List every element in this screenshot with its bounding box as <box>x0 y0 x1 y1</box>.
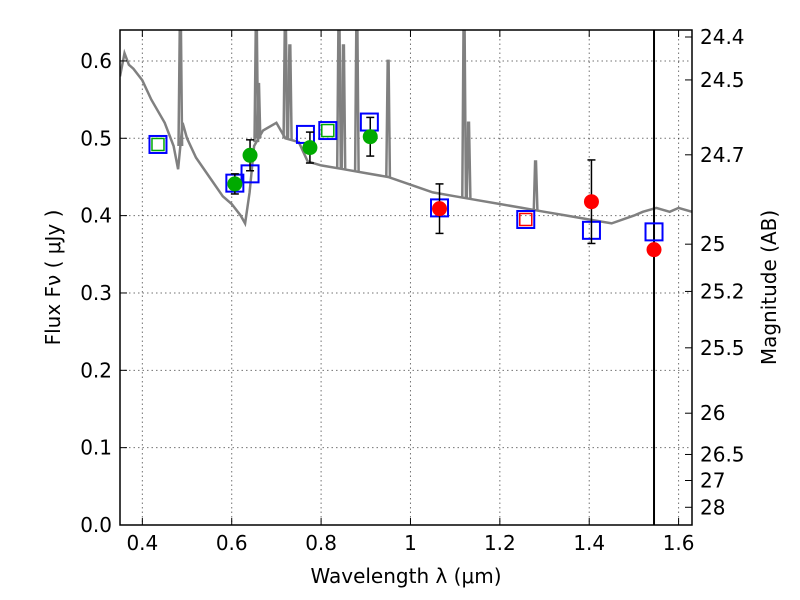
y-tick-label: 0.3 <box>80 281 112 305</box>
emission-line-spike <box>286 44 293 140</box>
x-tick-label: 1 <box>404 531 417 555</box>
mag-tick-label: 26 <box>700 401 725 425</box>
mag-tick-label: 25.5 <box>700 336 745 360</box>
y-tick-label: 0.0 <box>80 513 112 537</box>
emission-line-spike <box>461 30 468 198</box>
emission-line-spike <box>532 160 539 211</box>
emission-line-spike <box>335 30 343 169</box>
y-tick-label: 0.5 <box>80 126 112 150</box>
plot-content <box>120 30 692 525</box>
mag-tick-label: 28 <box>700 495 725 519</box>
y-tick-label: 0.6 <box>80 49 112 73</box>
emission-line-spike <box>340 44 347 170</box>
x-tick-label: 0.4 <box>126 531 158 555</box>
x-axis-title: Wavelength λ (μm) <box>310 564 501 588</box>
x-tick-label: 1.2 <box>484 531 516 555</box>
y-tick-label: 0.2 <box>80 358 112 382</box>
x-tick-label: 1.6 <box>663 531 695 555</box>
x-tick-label: 0.6 <box>216 531 248 555</box>
inner-red-box <box>519 212 533 227</box>
y-axis-title: Flux Fν ( μJy ) <box>41 210 65 346</box>
model-photometry-box <box>359 112 379 132</box>
emission-line-spike <box>282 30 289 139</box>
mag-tick-label: 24.5 <box>700 68 745 92</box>
y2-axis-title: Magnitude (AB) <box>757 210 781 365</box>
emission-line-spike <box>385 59 392 178</box>
x-tick-label: 0.8 <box>305 531 337 555</box>
y-tick-label: 0.1 <box>80 436 112 460</box>
y-tick-label: 0.4 <box>80 204 112 228</box>
inner-green-box <box>321 123 335 138</box>
observed-point-green <box>227 176 243 192</box>
emission-line-spike <box>353 30 360 172</box>
sed-model-line <box>120 48 692 228</box>
emission-line-spike <box>465 121 472 199</box>
mag-tick-label: 27 <box>700 468 725 492</box>
emission-line-spike <box>177 30 184 147</box>
observed-point-green <box>362 129 378 145</box>
observed-point-red <box>432 201 448 217</box>
emission-line-spike <box>255 82 262 139</box>
mag-tick-label: 25.2 <box>700 279 745 303</box>
model-photometry-box <box>644 222 664 242</box>
model-photometry-box <box>148 134 168 154</box>
inner-green-box <box>151 137 165 152</box>
observed-point-green <box>302 140 318 156</box>
x-tick-label: 1.4 <box>573 531 605 555</box>
mag-tick-label: 25 <box>700 232 725 256</box>
mag-tick-label: 24.4 <box>700 25 745 49</box>
observed-point-red <box>583 194 599 210</box>
mag-tick-label: 26.5 <box>700 442 745 466</box>
mag-tick-label: 24.7 <box>700 143 745 167</box>
model-photometry-box <box>318 121 338 141</box>
plot-frame <box>119 29 693 526</box>
model-photometry-box <box>516 209 536 229</box>
observed-point-green <box>242 147 258 163</box>
observed-point-red <box>646 242 662 258</box>
emission-line-spike <box>253 30 260 143</box>
